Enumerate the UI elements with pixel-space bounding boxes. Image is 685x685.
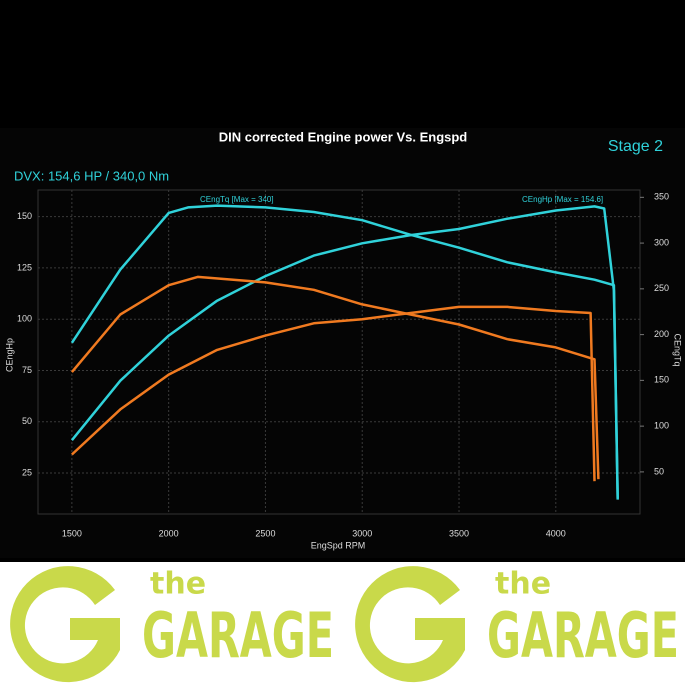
logo-g bbox=[355, 566, 465, 683]
annotation: CEngTq [Max = 340] bbox=[200, 195, 274, 204]
logo-big: GARAGE bbox=[142, 599, 334, 672]
series-line bbox=[70, 275, 600, 480]
x-tick-label: 3500 bbox=[449, 528, 469, 538]
series-line bbox=[70, 205, 619, 500]
series-line bbox=[70, 204, 619, 499]
y2-tick-label: 100 bbox=[654, 421, 669, 431]
y2-axis-label: CEngTq bbox=[673, 333, 683, 366]
chart-title: DIN corrected Engine power Vs. Engspd bbox=[219, 129, 468, 144]
series-line bbox=[71, 305, 596, 482]
y-tick-label: 75 bbox=[22, 365, 32, 375]
logo-small: the bbox=[150, 567, 206, 602]
y2-tick-label: 200 bbox=[654, 329, 669, 339]
y2-tick-label: 50 bbox=[654, 466, 664, 476]
y-tick-label: 50 bbox=[22, 416, 32, 426]
stage-badge: Stage 2 bbox=[608, 138, 663, 155]
y2-tick-label: 150 bbox=[654, 375, 669, 385]
x-tick-label: 2500 bbox=[255, 528, 275, 538]
plot-area bbox=[37, 189, 641, 515]
logo-small: the bbox=[495, 567, 551, 602]
annotation: CEngHp [Max = 154.6] bbox=[522, 195, 603, 204]
y-tick-label: 125 bbox=[17, 262, 32, 272]
x-tick-label: 2000 bbox=[159, 528, 179, 538]
y2-tick-label: 300 bbox=[654, 237, 669, 247]
x-tick-label: 3000 bbox=[352, 528, 372, 538]
subtitle: DVX: 154,6 HP / 340,0 Nm bbox=[14, 168, 169, 183]
y2-tick-label: 350 bbox=[654, 192, 669, 202]
y-axis-label: CEngHp bbox=[4, 338, 14, 372]
logo-g bbox=[10, 566, 120, 683]
y-tick-label: 100 bbox=[17, 314, 32, 324]
x-axis-label: EngSpd RPM bbox=[311, 540, 366, 550]
y-tick-label: 150 bbox=[17, 211, 32, 221]
chart-panel bbox=[0, 128, 685, 558]
y2-tick-label: 250 bbox=[654, 283, 669, 293]
x-tick-label: 4000 bbox=[546, 528, 566, 538]
x-tick-label: 1500 bbox=[62, 528, 82, 538]
logo-big: GARAGE bbox=[487, 599, 679, 672]
y-tick-label: 25 bbox=[22, 467, 32, 477]
